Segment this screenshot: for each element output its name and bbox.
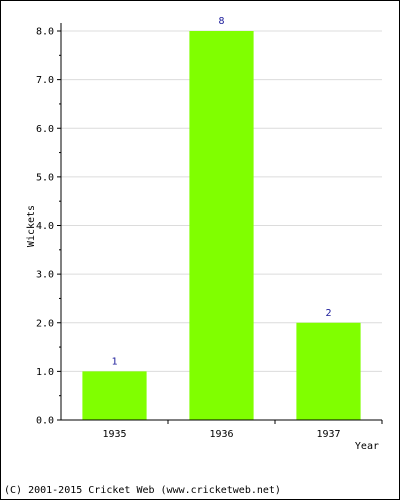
y-tick-label: 3.0 — [36, 270, 54, 281]
y-tick-label: 1.0 — [36, 367, 54, 378]
x-tick-label: 1935 — [102, 429, 126, 440]
x-tick-label: 1936 — [209, 429, 233, 440]
y-tick-label: 5.0 — [36, 172, 54, 183]
y-axis-title: Wickets — [26, 205, 37, 247]
copyright-footer: (C) 2001-2015 Cricket Web (www.cricketwe… — [4, 485, 281, 496]
bars — [82, 31, 361, 420]
y-tick-label: 8.0 — [36, 27, 54, 38]
data-label-1935: 1 — [111, 356, 117, 367]
y-tick-label: 2.0 — [36, 318, 54, 329]
data-label-1937: 2 — [325, 308, 331, 319]
x-tick-labels: 1935 1936 1937 — [102, 429, 340, 440]
y-tick-label: 7.0 — [36, 75, 54, 86]
y-tick-label: 6.0 — [36, 124, 54, 135]
y-tick-label: 0.0 — [36, 416, 54, 427]
x-tick-label: 1937 — [316, 429, 340, 440]
x-axis-title: Year — [355, 441, 379, 452]
data-labels: 1 8 2 — [111, 16, 331, 367]
data-label-1936: 8 — [218, 16, 224, 27]
bar-1935 — [82, 371, 147, 420]
bar-1937 — [296, 322, 361, 420]
y-tick-labels: 0.0 1.0 2.0 3.0 4.0 5.0 6.0 7.0 8.0 — [36, 27, 54, 427]
axes — [57, 23, 383, 424]
bar-1936 — [189, 31, 254, 420]
y-tick-label: 4.0 — [36, 221, 54, 232]
